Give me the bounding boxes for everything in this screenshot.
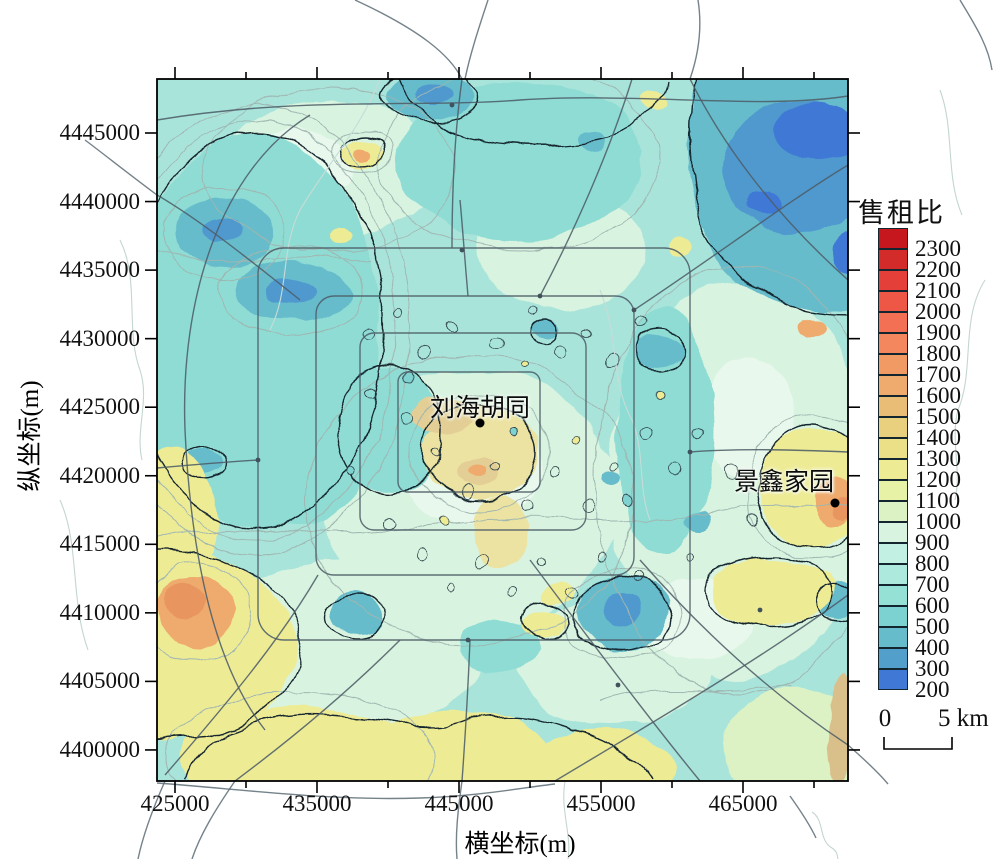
y-tick-label: 4425000 [59,394,141,420]
legend-value-label: 2000 [915,299,961,324]
legend-swatch-1500 [878,396,908,417]
legend-value-label: 1200 [915,467,961,492]
legend-value-label: 900 [915,530,950,555]
y-tick-label: 4435000 [59,257,141,283]
roads-outside-frame [84,0,993,859]
downtown-micro-contours [345,307,762,599]
marker-dot-liuhai-hutong [475,418,485,428]
legend-swatch-1800 [878,333,908,354]
isolines-major [157,79,848,781]
legend-swatch-2100 [878,270,908,291]
legend-swatch-1000 [878,501,908,522]
legend-value-label: 500 [915,614,950,639]
marker-label-liuhai-hutong: 刘海胡同 [429,395,530,422]
legend-value-label: 1500 [915,404,961,429]
y-tick-label: 4400000 [59,736,141,762]
legend-value-label: 2200 [915,257,961,282]
x-tick-label: 435000 [282,791,352,816]
marker-dot-jingxin-jiayuan [830,498,840,508]
scale-bar-end-label: 5 km [938,705,989,732]
legend-value-label: 1800 [915,341,961,366]
legend-swatch-900 [878,522,908,543]
x-tick-label: 465000 [708,791,778,816]
roads [157,79,848,781]
legend-swatch-1200 [878,459,908,480]
map-frame [156,78,849,782]
legend-value-label: 400 [915,635,950,660]
legend-swatch-1100 [878,480,908,501]
y-tick-label: 4445000 [59,120,141,145]
legend-title: 售租比 [858,198,945,228]
legend-swatch-400 [878,627,908,648]
legend-swatch-700 [878,564,908,585]
rivers [269,79,651,521]
legend-value-label: 800 [915,551,950,576]
legend-value-label: 1600 [915,383,961,408]
axis-ticks [145,67,860,793]
y-axis-title: 纵坐标(m) [17,380,44,492]
scale-bar-start-label: 0 [878,705,892,732]
legend-value-label: 200 [915,677,950,702]
legend-swatch-1600 [878,375,908,396]
legend-swatch-1900 [878,312,908,333]
legend-swatch-1400 [878,417,908,438]
legend-swatch-200 [878,669,908,690]
isolines-minor [157,79,848,781]
legend-value-label: 1000 [915,509,961,534]
x-tick-label: 455000 [566,791,636,816]
legend-swatch-800 [878,543,908,564]
marker-label-jingxin-jiayuan: 景鑫家园 [733,469,834,496]
y-tick-label: 4430000 [59,325,141,351]
scale-bar [883,737,953,750]
legend-value-label: 1700 [915,362,961,387]
legend-swatch-2000 [878,291,908,312]
x-tick-label: 425000 [140,791,210,816]
legend-value-label: 2100 [915,278,961,303]
legend-value-label: 1100 [915,488,961,513]
legend-swatch-1300 [878,438,908,459]
legend-value-label: 1400 [915,425,961,450]
y-tick-label: 4415000 [59,531,141,557]
legend-swatch-2300 [878,228,908,249]
legend-swatch-2200 [878,249,908,270]
rivers-outside-frame [59,89,986,859]
legend-value-label: 1300 [915,446,961,471]
legend-value-label: 2300 [915,236,961,261]
x-tick-label: 445000 [424,791,494,816]
legend-swatch-500 [878,606,908,627]
y-tick-label: 4410000 [59,599,141,625]
legend-value-label: 300 [915,656,950,681]
map-interior [157,79,848,781]
x-axis-title: 横坐标(m) [464,831,576,858]
legend-swatch-600 [878,585,908,606]
legend-swatch-1700 [878,354,908,375]
legend-swatch-300 [878,648,908,669]
y-tick-label: 4440000 [59,188,141,214]
road-nodes [255,102,763,688]
legend-value-label: 600 [915,593,950,618]
y-tick-label: 4405000 [59,668,141,694]
legend-value-label: 700 [915,572,950,597]
y-tick-label: 4420000 [59,462,141,488]
legend-value-label: 1900 [915,320,961,345]
